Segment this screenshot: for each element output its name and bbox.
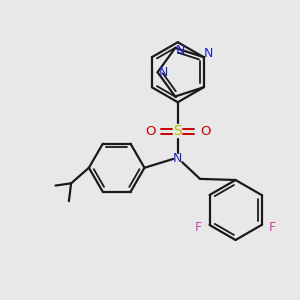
- Text: N: N: [173, 152, 182, 165]
- Text: S: S: [173, 124, 182, 138]
- Text: O: O: [145, 124, 155, 138]
- Text: F: F: [269, 221, 276, 234]
- Text: N: N: [203, 47, 213, 60]
- Text: N: N: [158, 66, 168, 79]
- Text: O: O: [200, 124, 211, 138]
- Text: N: N: [176, 44, 185, 57]
- Text: F: F: [195, 221, 202, 234]
